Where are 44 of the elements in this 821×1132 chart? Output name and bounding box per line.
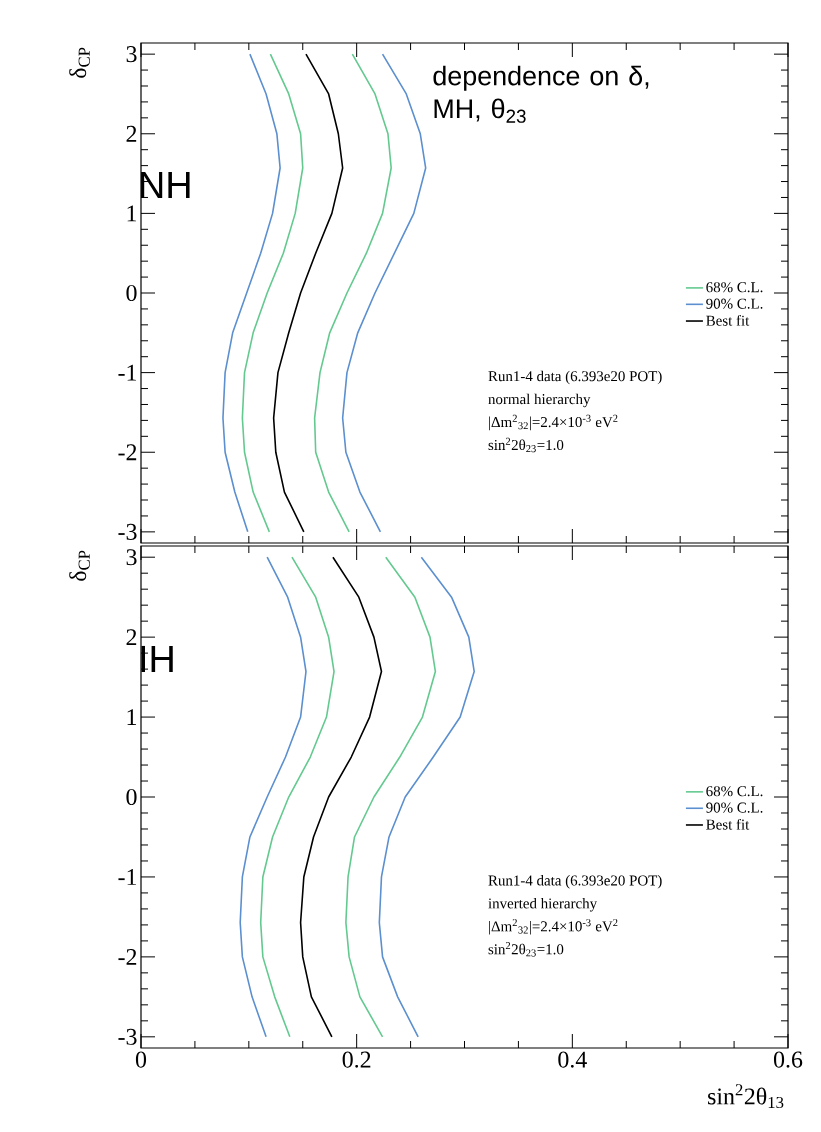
line-series [299, 556, 383, 1038]
annotation: |Δm$^{2}$$_{32}$|=2.4×10$^{-3}$ eV$^{2}$ [489, 414, 618, 431]
y-tick-label: -3 [118, 1028, 137, 1045]
line-series [378, 556, 476, 1038]
y-tick-label: -1 [118, 869, 137, 885]
annotation: inverted hierarchy [488, 897, 598, 912]
legend-label: 90% C.L. [706, 802, 763, 813]
legend-label: 90% C.L. [706, 298, 763, 309]
annotation: normal hierarchy [488, 393, 591, 408]
annotation: sin$^{2}$2θ$_{23}$=1.0 [488, 437, 564, 453]
x-axis-title: sin$^{2}$2θ$_{13}$ [708, 1084, 784, 1109]
annotation: Run1-4 data (6.393e20 POT) [488, 875, 662, 889]
line-series [222, 53, 281, 533]
annotation: dependence on δ, MH, θ$_{23}$ [433, 65, 649, 123]
y-tick-label: 2 [126, 629, 137, 646]
y-tick-label: -1 [118, 364, 137, 381]
y-tick-label: -2 [118, 444, 137, 461]
x-tick-label: 0.6 [773, 1051, 803, 1068]
y-tick-label: -2 [118, 948, 137, 965]
line-series [259, 556, 335, 1038]
y-tick-label: 3 [126, 46, 137, 63]
legend-label: Best fit [706, 315, 750, 326]
y-axis-title: δ$_{CP}$ [69, 47, 90, 78]
x-tick-label: 0.2 [342, 1051, 371, 1068]
y-axis-title: δ$_{CP}$ [69, 550, 90, 581]
y-tick-label: 0 [126, 284, 137, 302]
line-series [313, 53, 392, 533]
y-tick-label: 1 [127, 205, 137, 222]
legend-label: 68% C.L. [706, 282, 763, 293]
line-series [241, 53, 304, 533]
y-tick-label: 3 [126, 549, 137, 566]
legend-label: 68% C.L. [706, 786, 763, 797]
y-tick-label: 0 [126, 788, 137, 806]
y-tick-label: -3 [118, 523, 137, 540]
annotation: |Δm$^{2}$$_{32}$|=2.4×10$^{-3}$ eV$^{2}$ [489, 919, 618, 935]
legend-label: Best fit [706, 818, 750, 830]
line-series [239, 556, 307, 1038]
y-tick-label: 2 [126, 125, 137, 142]
line-series [345, 556, 437, 1038]
y-tick-label: 1 [127, 709, 137, 725]
annotation: sin$^{2}$2θ$_{23}$=1.0 [488, 942, 564, 957]
line-series [272, 53, 344, 533]
x-tick-label: 0.4 [558, 1051, 587, 1068]
annotation: Run1-4 data (6.393e20 POT) [488, 370, 662, 385]
